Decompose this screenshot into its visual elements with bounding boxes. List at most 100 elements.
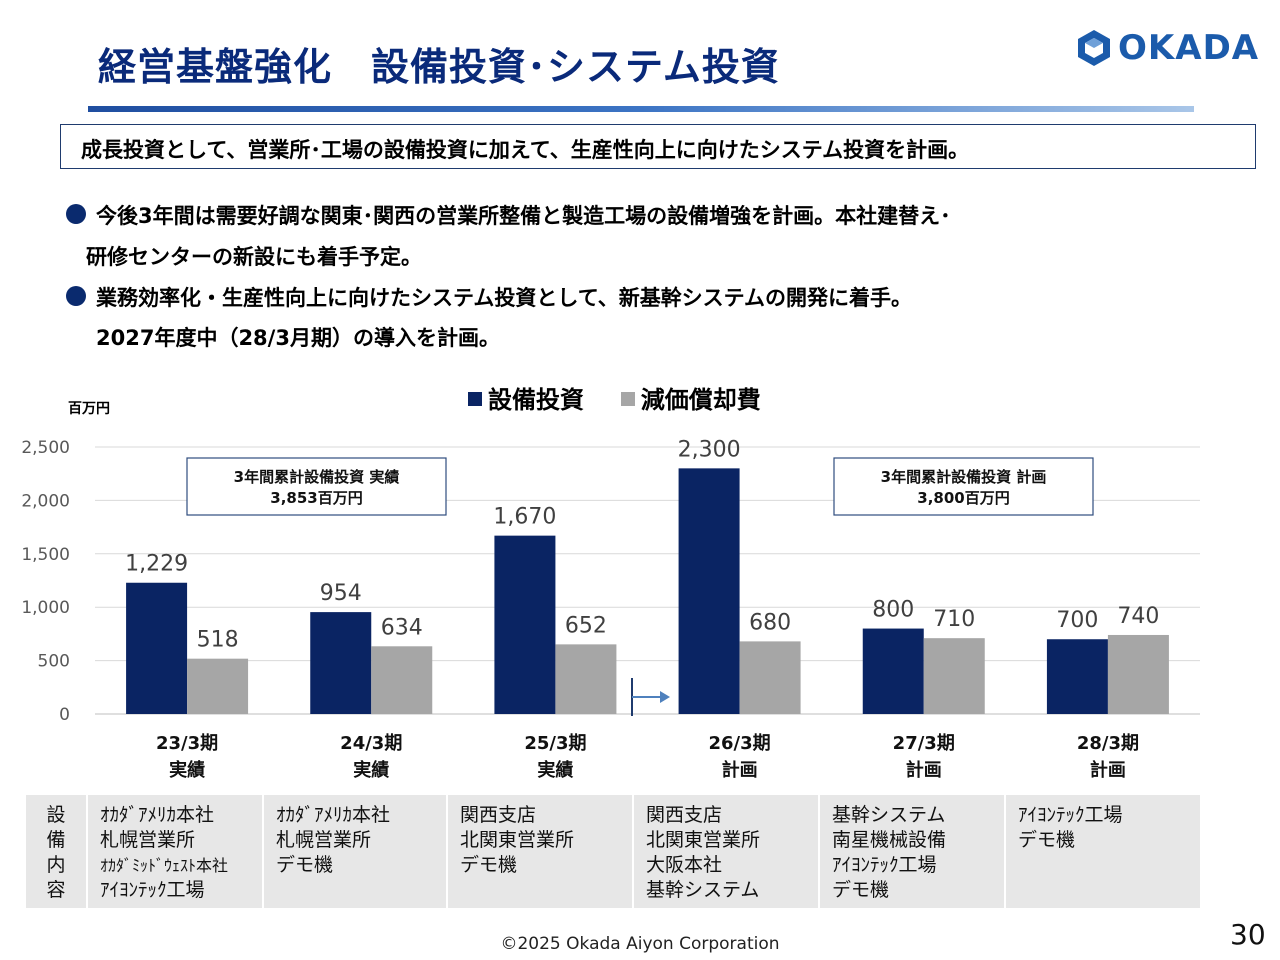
table-cell-item: 札幌営業所 <box>100 829 196 851</box>
data-label: 652 <box>565 613 607 638</box>
table-cell-item: 関西支店 <box>646 804 723 826</box>
bullet-2-line-2: 2027年度中（28/3月期）の導入を計画。 <box>96 326 500 350</box>
table-header-char: 備 <box>46 829 66 851</box>
x-tick-label-period: 25/3期 <box>524 733 586 754</box>
bullet-2-line-1: 業務効率化・生産性向上に向けたシステム投資として、新基幹システムの開発に着手。 <box>96 286 913 310</box>
bar-capex <box>494 535 556 714</box>
summary-text: 成長投資として、営業所･工場の設備投資に加えて、生産性向上に向けたシステム投資を… <box>81 138 970 162</box>
x-tick-label-status: 計画 <box>906 759 942 781</box>
x-tick-label-status: 実績 <box>537 759 573 781</box>
table-cell-item: ｱｲﾖﾝﾃｯｸ工場 <box>1018 804 1123 826</box>
bar-capex <box>310 612 372 714</box>
table-cell-item: 北関東営業所 <box>646 829 761 851</box>
data-label: 680 <box>749 610 791 635</box>
table-cell: ｵｶﾀﾞｱﾒﾘｶ本社 札幌営業所 デモ機 <box>264 795 446 908</box>
bar-depreciation <box>1107 634 1169 714</box>
x-tick-label-status: 実績 <box>169 759 205 781</box>
data-label: 2,300 <box>678 437 741 462</box>
annotation-box <box>186 457 447 516</box>
bar-capex <box>1046 639 1108 714</box>
y-tick-label: 500 <box>38 652 70 672</box>
table-header-char: 内 <box>46 854 66 876</box>
table-cell-item: 基幹システム <box>646 879 760 901</box>
chart-legend: 設備投資 減価償却費 <box>468 380 761 415</box>
bar-depreciation <box>187 658 249 714</box>
bullet-dot-icon <box>66 286 86 306</box>
bar-depreciation <box>923 638 985 714</box>
annotation-text: 3,800百万円 <box>917 489 1009 507</box>
bullet-dot-icon <box>66 204 86 224</box>
x-tick-label-status: 実績 <box>353 759 389 781</box>
y-tick-label: 2,500 <box>21 438 70 458</box>
table-cell-item: デモ機 <box>1018 829 1076 851</box>
y-tick-label: 2,000 <box>21 491 70 511</box>
y-tick-label: 1,500 <box>21 545 70 565</box>
page-number: 30 <box>1230 918 1266 951</box>
table-cell: 関西支店 北関東営業所 デモ機 <box>448 795 632 908</box>
table-header-char: 容 <box>46 879 66 901</box>
bar-capex <box>678 468 740 714</box>
logo-text: OKADA <box>1118 28 1260 68</box>
title-underline <box>88 106 1194 112</box>
table-cell: ｵｶﾀﾞｱﾒﾘｶ本社 札幌営業所 ｵｶﾀﾞﾐｯﾄﾞｳｪｽﾄ本社 ｱｲﾖﾝﾃｯｸ工… <box>88 795 262 908</box>
data-label: 954 <box>320 581 362 606</box>
annotation-text: 3年間累計設備投資 実績 <box>234 468 400 486</box>
x-tick-label-status: 計画 <box>722 759 758 781</box>
hexagon-logo-icon <box>1078 30 1110 66</box>
legend-label-depreciation: 減価償却費 <box>640 386 761 414</box>
annotation-text: 3,853百万円 <box>270 489 362 507</box>
data-label: 710 <box>933 607 975 632</box>
table-cell-item: 北関東営業所 <box>460 829 575 851</box>
annotation-text: 3年間累計設備投資 計画 <box>881 468 1047 486</box>
plan-start-arrowhead-icon <box>660 691 670 703</box>
investment-details-table: 設 備 内 容 ｵｶﾀﾞｱﾒﾘｶ本社 札幌営業所 ｵｶﾀﾞﾐｯﾄﾞｳｪｽﾄ本社 … <box>26 795 1200 908</box>
table-header-cell: 設 備 内 容 <box>26 795 86 908</box>
data-label: 1,229 <box>125 552 188 577</box>
table-cell: 関西支店 北関東営業所 大阪本社 基幹システム <box>634 795 818 908</box>
company-logo: OKADA <box>1076 28 1261 72</box>
table-cell: ｱｲﾖﾝﾃｯｸ工場 デモ機 <box>1006 795 1200 908</box>
x-tick-label-period: 28/3期 <box>1077 733 1139 754</box>
x-tick-label-period: 23/3期 <box>156 733 218 754</box>
table-cell-item: 基幹システム <box>832 804 946 826</box>
x-tick-label-period: 26/3期 <box>709 733 771 754</box>
bullet-1-line-1: 今後3年間は需要好調な関東･関西の営業所整備と製造工場の設備増強を計画。本社建替… <box>96 204 951 228</box>
table-cell-item: ｱｲﾖﾝﾃｯｸ工場 <box>832 854 937 876</box>
data-label: 700 <box>1056 608 1098 633</box>
data-label: 800 <box>872 598 914 623</box>
x-tick-label-period: 27/3期 <box>893 733 955 754</box>
data-label: 518 <box>197 628 239 653</box>
y-tick-label: 0 <box>59 705 70 725</box>
y-tick-label: 1,000 <box>21 598 70 618</box>
bar-depreciation <box>739 641 801 714</box>
table-cell-item: デモ機 <box>460 854 518 876</box>
table-cell-item: 大阪本社 <box>646 854 723 876</box>
x-tick-label-status: 計画 <box>1090 759 1126 781</box>
table-cell: 基幹システム 南星機械設備 ｱｲﾖﾝﾃｯｸ工場 デモ機 <box>820 795 1004 908</box>
data-label: 1,670 <box>493 505 556 530</box>
table-cell-item: デモ機 <box>832 879 890 901</box>
table-cell-item: ｵｶﾀﾞｱﾒﾘｶ本社 <box>276 804 391 826</box>
bar-capex <box>862 628 924 714</box>
legend-label-capex: 設備投資 <box>488 386 584 414</box>
table-cell-item: デモ機 <box>276 854 334 876</box>
copyright-footer: ©2025 Okada Aiyon Corporation <box>500 934 780 954</box>
bar-capex <box>126 582 188 714</box>
x-tick-label-period: 24/3期 <box>340 733 402 754</box>
table-cell-item: ｵｶﾀﾞﾐｯﾄﾞｳｪｽﾄ本社 <box>100 856 229 875</box>
table-cell-item: ｱｲﾖﾝﾃｯｸ工場 <box>100 879 205 901</box>
bar-depreciation <box>555 644 617 714</box>
legend-swatch-capex <box>468 392 482 406</box>
data-label: 634 <box>381 615 423 640</box>
table-cell-item: 札幌営業所 <box>276 829 372 851</box>
bullet-1-line-2: 研修センターの新設にも着手予定。 <box>86 245 422 269</box>
data-label: 740 <box>1117 604 1159 629</box>
table-cell-item: ｵｶﾀﾞｱﾒﾘｶ本社 <box>100 804 215 826</box>
summary-box: 成長投資として、営業所･工場の設備投資に加えて、生産性向上に向けたシステム投資を… <box>60 124 1256 169</box>
table-cell-item: 南星機械設備 <box>832 829 947 851</box>
page-title: 経営基盤強化 設備投資･システム投資 <box>98 45 780 89</box>
table-header-char: 設 <box>46 804 66 826</box>
bar-depreciation <box>371 646 433 714</box>
legend-swatch-depreciation <box>620 392 635 406</box>
